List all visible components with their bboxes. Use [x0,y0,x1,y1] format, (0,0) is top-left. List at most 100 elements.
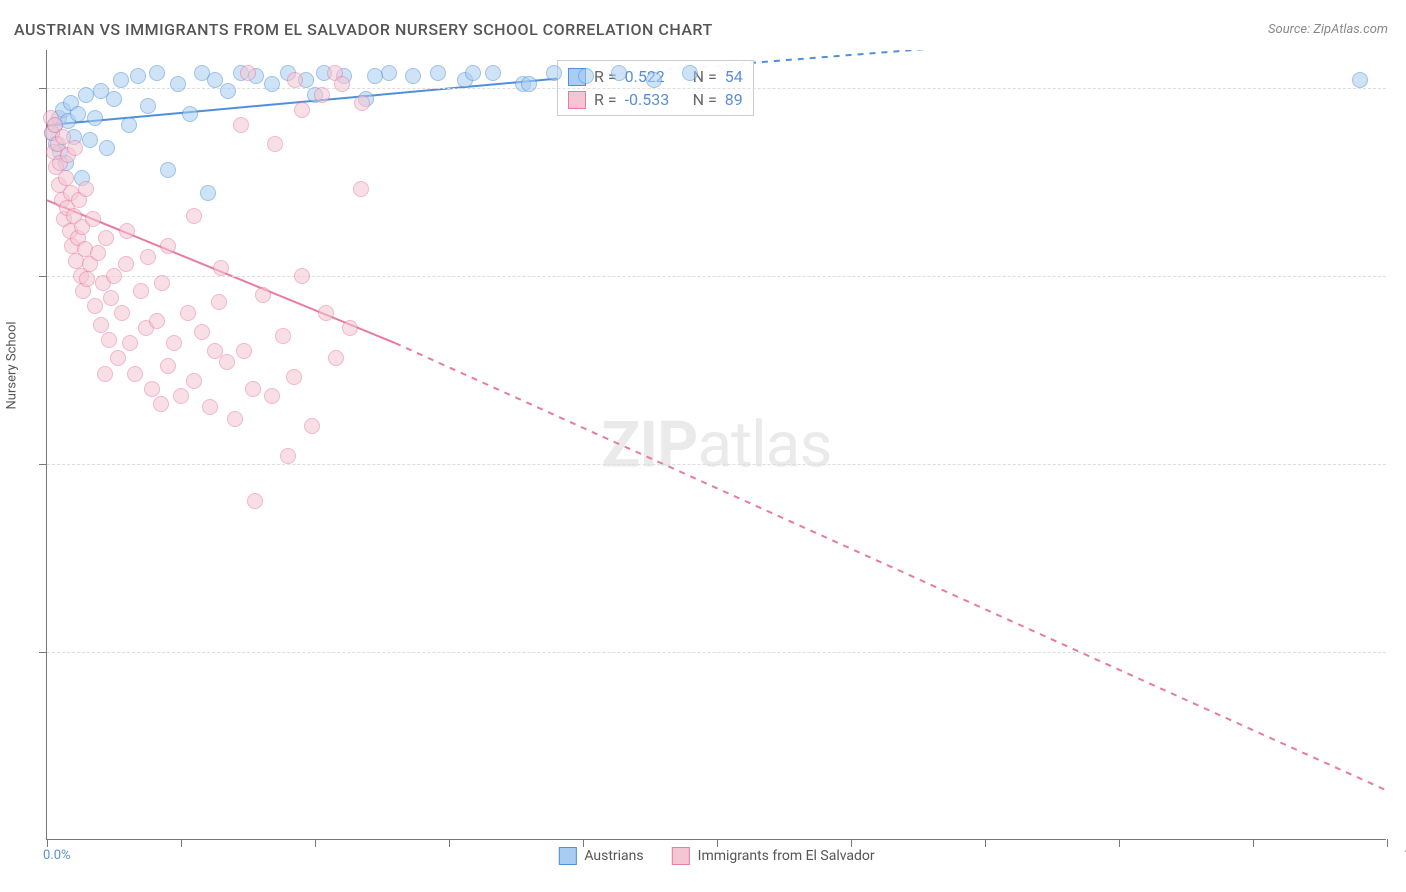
scatter-point [342,320,358,336]
scatter-point [318,305,334,321]
scatter-point [149,313,165,329]
scatter-point [287,72,303,88]
scatter-point [79,271,95,287]
gridline [47,652,1386,653]
scatter-point [314,87,330,103]
scatter-point [153,396,169,412]
scatter-point [275,328,291,344]
scatter-point [194,324,210,340]
x-tick [315,839,316,847]
scatter-point [93,317,109,333]
scatter-point [121,117,137,133]
scatter-point [334,76,350,92]
scatter-point [87,110,103,126]
legend-swatch [558,847,576,865]
chart-title: AUSTRIAN VS IMMIGRANTS FROM EL SALVADOR … [14,20,713,39]
scatter-point [578,68,594,84]
x-tick [717,839,718,847]
scatter-point [267,136,283,152]
scatter-point [207,343,223,359]
gridline [47,464,1386,465]
scatter-point [154,275,170,291]
scatter-point [353,181,369,197]
x-tick [1387,839,1388,847]
scatter-point [140,249,156,265]
scatter-point [186,373,202,389]
trend-lines [47,50,1386,839]
stat-n-value: 89 [725,90,743,109]
scatter-point [255,287,271,303]
legend-swatch [672,847,690,865]
x-tick [449,839,450,847]
scatter-point [280,448,296,464]
scatter-point [160,358,176,374]
scatter-point [85,211,101,227]
scatter-point [170,76,186,92]
scatter-point [354,95,370,111]
scatter-point [367,68,383,84]
scatter-point [430,65,446,81]
scatter-point [646,72,662,88]
source-label: Source: ZipAtlas.com [1268,22,1388,37]
x-tick [47,839,48,847]
scatter-point [240,65,256,81]
scatter-point [202,399,218,415]
scatter-point [140,98,156,114]
scatter-point [70,106,86,122]
scatter-point [211,294,227,310]
scatter-point [213,260,229,276]
scatter-point [99,140,115,156]
scatter-point [58,170,74,186]
legend-label: Austrians [584,848,643,864]
scatter-point [264,388,280,404]
scatter-point [405,68,421,84]
x-tick [1119,839,1120,847]
x-tick [851,839,852,847]
x-tick [181,839,182,847]
scatter-point [98,230,114,246]
scatter-point [245,381,261,397]
scatter-point [114,305,130,321]
scatter-point [546,65,562,81]
scatter-point [78,87,94,103]
scatter-point [118,256,134,272]
gridline [47,88,1386,89]
scatter-point [122,335,138,351]
scatter-point [611,65,627,81]
watermark: ZIPatlas [602,407,832,482]
legend-item: Austrians [558,847,643,865]
stat-r-value: -0.533 [625,90,685,109]
scatter-point [1352,72,1368,88]
scatter-point [97,366,113,382]
scatter-point [67,140,83,156]
scatter-point [160,238,176,254]
y-tick [39,88,47,89]
x-tick [1253,839,1254,847]
scatter-point [106,91,122,107]
scatter-point [149,65,165,81]
y-tick [39,464,47,465]
scatter-point [173,388,189,404]
scatter-point [166,335,182,351]
stats-row: R =-0.533N =89 [568,88,743,111]
scatter-point [87,298,103,314]
scatter-point [200,185,216,201]
x-tick [583,839,584,847]
scatter-point [127,366,143,382]
scatter-point [207,72,223,88]
scatter-point [101,332,117,348]
legend: AustriansImmigrants from El Salvador [558,847,874,865]
scatter-point [180,305,196,321]
scatter-point [186,208,202,224]
x-axis-min-label: 0.0% [43,848,71,863]
scatter-point [160,162,176,178]
scatter-point [294,102,310,118]
x-tick [985,839,986,847]
scatter-point [294,268,310,284]
scatter-point [227,411,243,427]
gridline [47,276,1386,277]
y-axis-title: Nursery School [5,321,20,409]
scatter-point [521,76,537,92]
scatter-point [219,354,235,370]
scatter-point [103,290,119,306]
